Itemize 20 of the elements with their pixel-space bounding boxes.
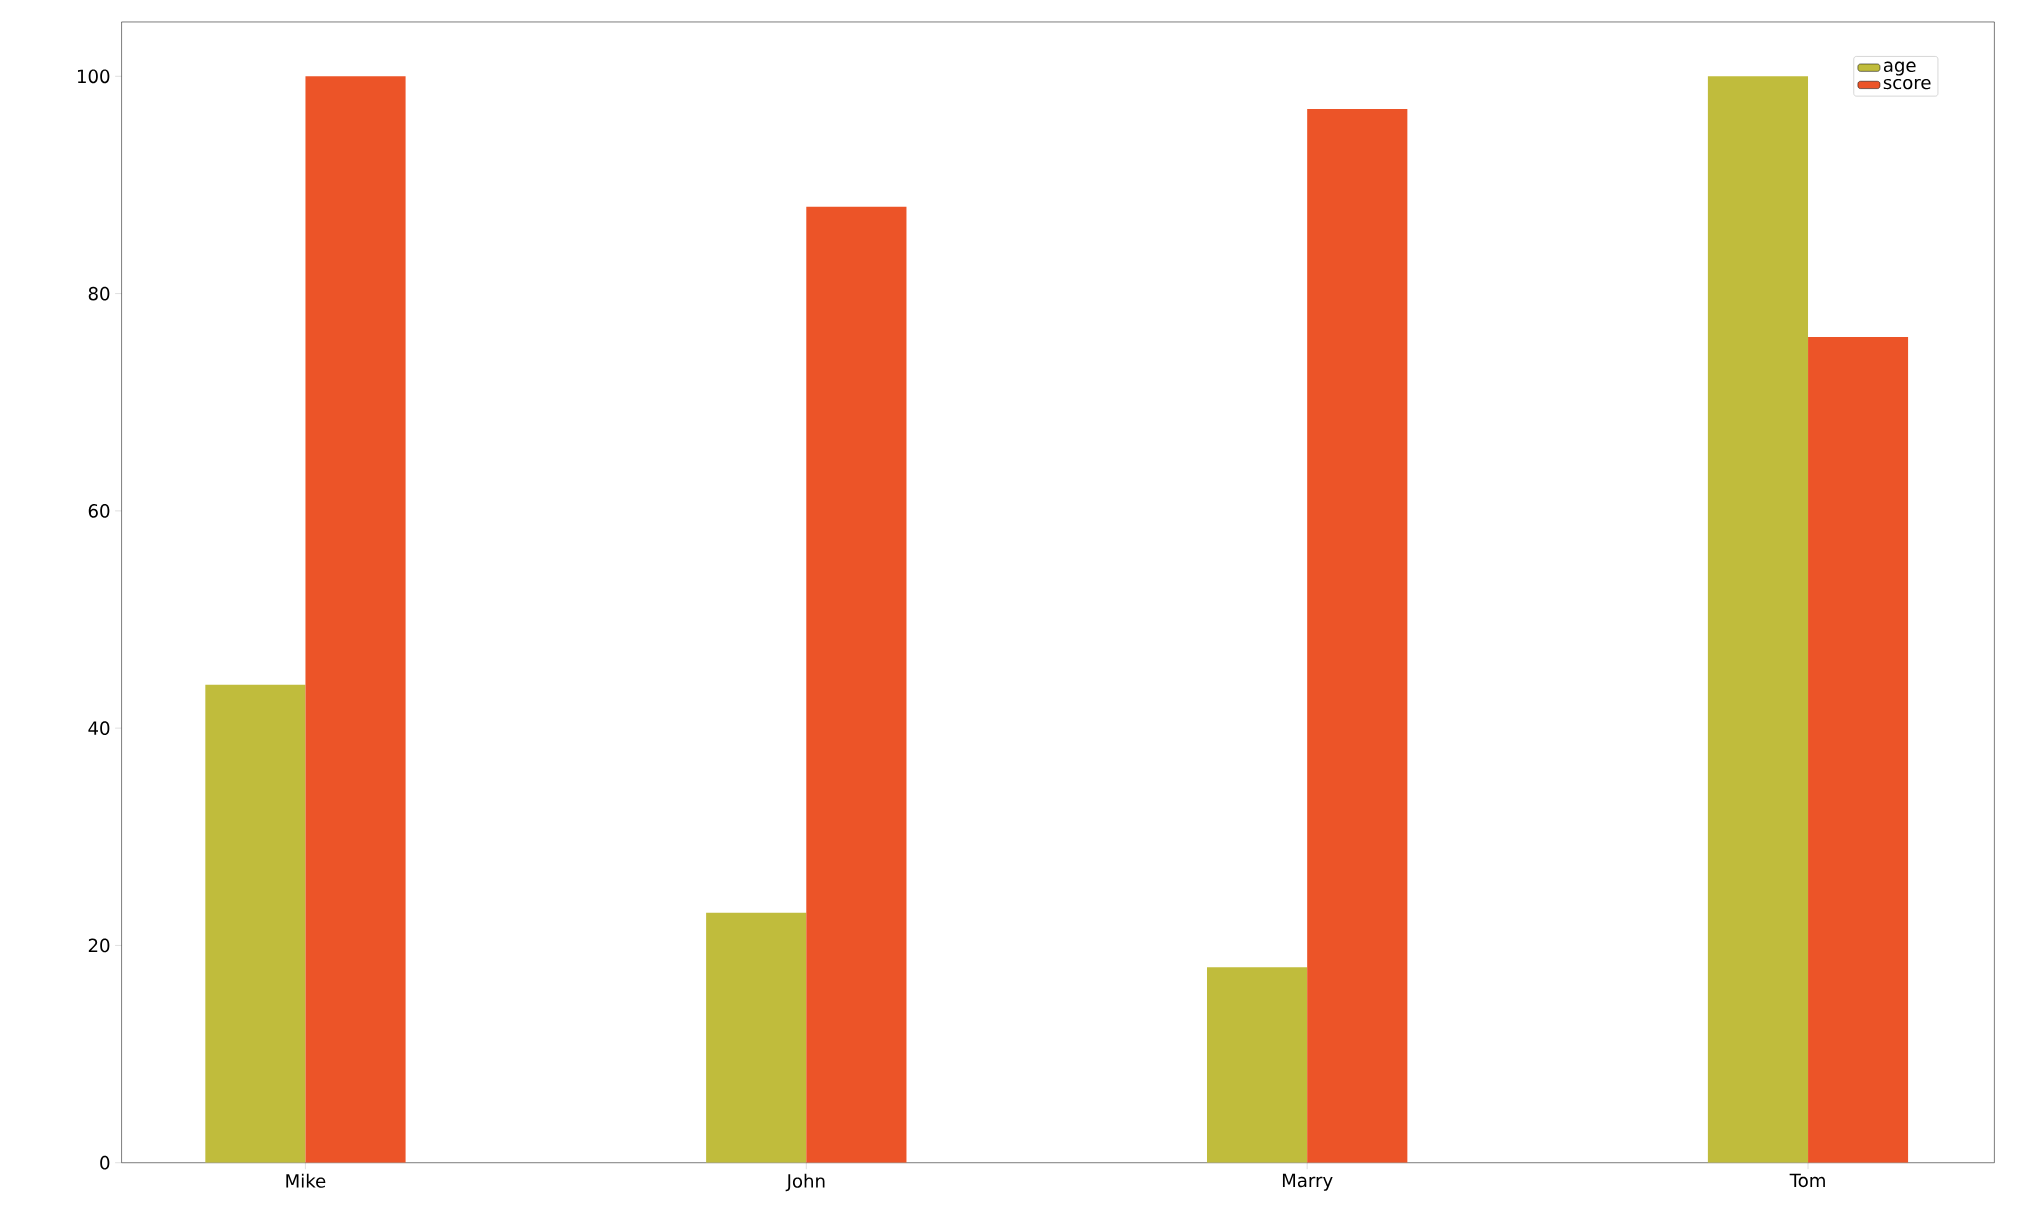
- bar: [1808, 336, 1909, 1163]
- bar: [1307, 108, 1408, 1163]
- legend-label: score: [1883, 78, 1931, 90]
- x-tick-label: Tom: [1789, 1173, 1825, 1188]
- y-tick-label: 40: [88, 721, 110, 735]
- x-tick-label: Mike: [286, 1173, 326, 1188]
- y-tick-label: 20: [88, 938, 110, 953]
- bar: [305, 76, 406, 1163]
- bar: [205, 684, 306, 1163]
- bar: [1207, 967, 1308, 1163]
- y-tick-label: 0: [100, 1155, 110, 1170]
- bar: [1707, 76, 1809, 1163]
- y-tick-label: 60: [88, 503, 110, 518]
- legend-label: age: [1883, 61, 1916, 76]
- y-tick-label: 100: [77, 69, 110, 83]
- y-tick-label: 80: [88, 286, 110, 301]
- bar: [806, 206, 907, 1163]
- bar: [706, 912, 807, 1163]
- x-tick-label: Marry: [1282, 1173, 1333, 1191]
- x-tick-label: John: [785, 1173, 825, 1191]
